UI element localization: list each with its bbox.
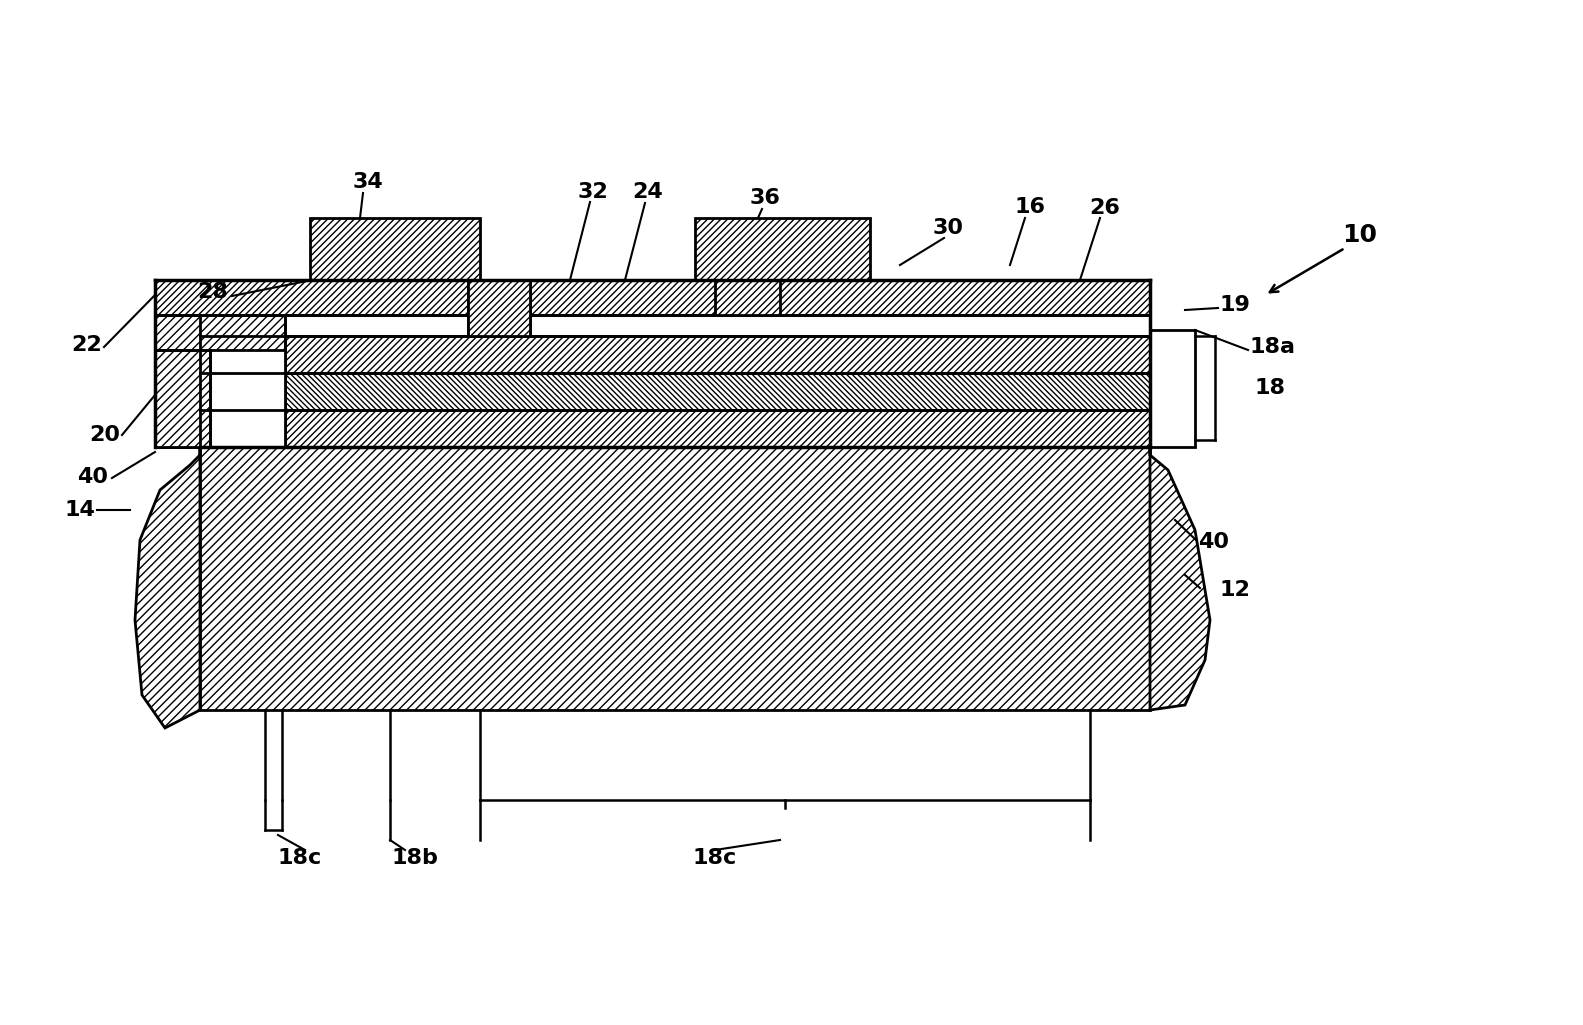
Bar bbox=[469, 280, 530, 336]
Text: 22: 22 bbox=[71, 335, 101, 355]
Text: 40: 40 bbox=[78, 467, 108, 487]
Bar bbox=[199, 373, 1149, 410]
Bar bbox=[1149, 330, 1195, 447]
Polygon shape bbox=[1149, 447, 1209, 710]
Text: 10: 10 bbox=[1342, 223, 1377, 247]
Text: 20: 20 bbox=[89, 425, 120, 445]
Text: 40: 40 bbox=[1198, 532, 1228, 552]
Bar bbox=[199, 336, 1149, 373]
Bar bbox=[469, 280, 530, 336]
Bar bbox=[310, 218, 480, 280]
Text: 30: 30 bbox=[932, 218, 964, 238]
Bar bbox=[199, 315, 1149, 336]
Text: 36: 36 bbox=[750, 188, 780, 208]
Bar bbox=[199, 315, 1149, 336]
Text: 18: 18 bbox=[1255, 378, 1285, 398]
Bar bbox=[155, 315, 285, 447]
Text: 26: 26 bbox=[1089, 198, 1121, 218]
Text: 32: 32 bbox=[578, 182, 608, 202]
Bar bbox=[199, 410, 1149, 447]
Text: 28: 28 bbox=[198, 282, 228, 302]
Polygon shape bbox=[135, 447, 199, 728]
Text: 14: 14 bbox=[65, 500, 95, 520]
Bar bbox=[199, 447, 1149, 710]
Text: 24: 24 bbox=[633, 182, 663, 202]
Text: 18b: 18b bbox=[391, 848, 438, 868]
Bar bbox=[695, 218, 871, 280]
Text: 18c: 18c bbox=[279, 848, 321, 868]
Text: 18a: 18a bbox=[1251, 337, 1296, 357]
Text: 19: 19 bbox=[1220, 295, 1251, 315]
Bar bbox=[155, 280, 1149, 315]
Bar bbox=[211, 350, 285, 447]
Bar bbox=[716, 280, 780, 315]
Text: 16: 16 bbox=[1015, 197, 1045, 217]
Bar bbox=[155, 350, 285, 447]
Text: 18c: 18c bbox=[693, 848, 738, 868]
Text: 34: 34 bbox=[353, 172, 383, 192]
Text: 12: 12 bbox=[1220, 580, 1251, 600]
